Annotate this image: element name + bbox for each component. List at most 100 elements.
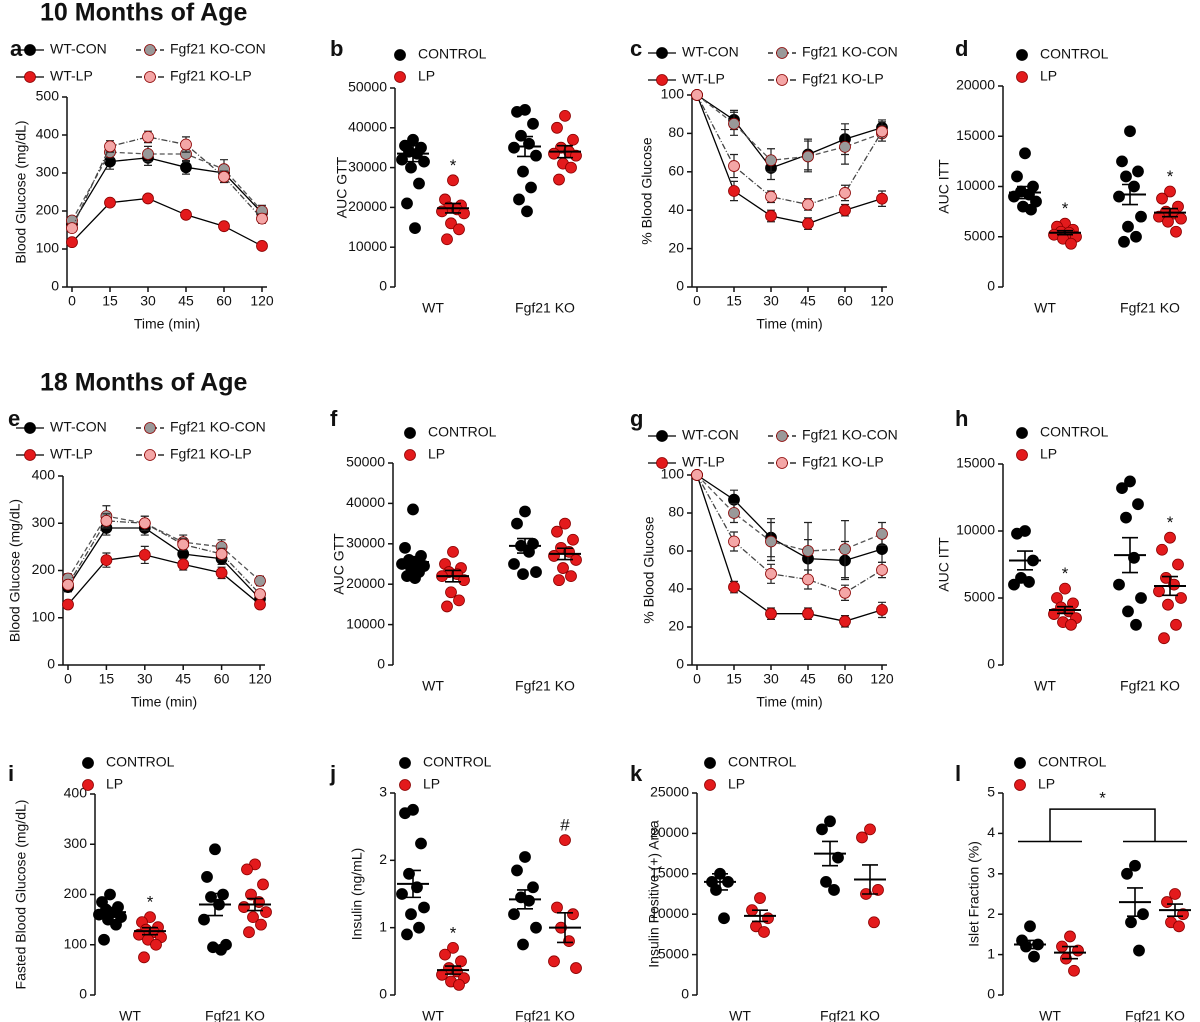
data-point bbox=[876, 528, 888, 540]
data-point bbox=[110, 918, 122, 931]
x-tick-label: Fgf21 KO bbox=[515, 1008, 575, 1022]
data-point bbox=[802, 573, 814, 586]
series-line bbox=[696, 94, 883, 161]
series-line bbox=[696, 94, 883, 225]
data-point bbox=[138, 951, 150, 964]
legend-label: WT-CON bbox=[50, 419, 107, 435]
x-tick-label: 30 bbox=[763, 293, 779, 309]
data-point bbox=[1122, 605, 1134, 618]
legend-label: LP bbox=[428, 446, 445, 462]
series-line bbox=[67, 520, 261, 595]
data-point bbox=[396, 153, 408, 166]
data-point bbox=[104, 196, 116, 209]
x-tick-label: 60 bbox=[837, 671, 853, 687]
data-point bbox=[508, 908, 520, 921]
data-point bbox=[563, 935, 575, 948]
data-point bbox=[1118, 235, 1130, 248]
data-point bbox=[1113, 578, 1125, 591]
significance-mark: * bbox=[147, 893, 154, 912]
legend-marker bbox=[24, 449, 36, 461]
series-line bbox=[67, 515, 261, 582]
data-point bbox=[551, 525, 563, 538]
sem-bar bbox=[1162, 575, 1178, 597]
legend-marker bbox=[1014, 779, 1026, 791]
data-point bbox=[765, 607, 777, 620]
series-line bbox=[696, 474, 883, 594]
significance-mark: * bbox=[1099, 789, 1106, 808]
legend-marker bbox=[24, 71, 36, 83]
legend-label: Fgf21 KO-CON bbox=[802, 427, 898, 443]
legend-marker bbox=[144, 449, 156, 461]
data-point bbox=[856, 831, 868, 844]
data-point bbox=[1132, 165, 1144, 178]
x-tick-label: 0 bbox=[64, 671, 72, 687]
data-point bbox=[728, 185, 740, 197]
data-point bbox=[1172, 558, 1184, 571]
data-point bbox=[1023, 576, 1035, 588]
x-tick-label: 60 bbox=[837, 293, 853, 309]
data-point bbox=[802, 607, 814, 620]
data-point bbox=[243, 926, 255, 939]
x-tick-label: 30 bbox=[137, 671, 153, 687]
data-point bbox=[1024, 920, 1036, 933]
data-point bbox=[257, 878, 269, 891]
significance-mark: * bbox=[450, 923, 457, 942]
x-tick-label: WT bbox=[1034, 300, 1056, 316]
data-point bbox=[215, 548, 228, 560]
legend-label: WT-LP bbox=[50, 68, 93, 84]
data-point bbox=[1135, 592, 1147, 604]
data-point bbox=[62, 598, 74, 611]
sem-bar bbox=[517, 537, 533, 554]
legend-marker bbox=[399, 779, 411, 791]
data-point bbox=[551, 901, 563, 914]
y-tick-label: 4 bbox=[987, 824, 995, 840]
data-point bbox=[1129, 859, 1141, 872]
x-tick-label: Fgf21 KO bbox=[820, 1008, 880, 1022]
sem-bar bbox=[102, 907, 118, 917]
data-point bbox=[407, 503, 419, 516]
y-axis-label: AUC ITT bbox=[936, 159, 952, 214]
y-tick-label: 40000 bbox=[348, 119, 387, 135]
legend-label: WT-CON bbox=[682, 44, 739, 60]
data-point bbox=[517, 938, 529, 951]
y-axis-label: Blood Glucose (mg/dL) bbox=[13, 120, 29, 263]
data-point bbox=[180, 208, 192, 221]
sem-bar bbox=[1122, 183, 1138, 206]
data-point bbox=[1028, 950, 1040, 963]
y-tick-label: 300 bbox=[36, 164, 60, 180]
data-point bbox=[567, 133, 579, 146]
data-point bbox=[728, 117, 740, 130]
y-tick-label: 15000 bbox=[956, 455, 995, 471]
series-line bbox=[696, 94, 883, 206]
significance-mark: * bbox=[1062, 199, 1069, 218]
significance-mark: * bbox=[1167, 167, 1174, 186]
legend-label: CONTROL bbox=[1038, 754, 1107, 770]
data-point bbox=[1124, 125, 1136, 138]
data-point bbox=[1120, 170, 1132, 183]
legend-marker bbox=[24, 422, 36, 434]
legend-label: LP bbox=[106, 776, 123, 792]
data-point bbox=[872, 884, 884, 896]
data-point bbox=[1170, 618, 1182, 631]
x-tick-label: 0 bbox=[693, 293, 701, 309]
legend-label: Fgf21 KO-LP bbox=[170, 68, 252, 84]
data-point bbox=[241, 863, 253, 876]
x-tick-label: Fgf21 KO bbox=[1120, 300, 1180, 316]
data-point bbox=[530, 566, 542, 578]
significance-mark: * bbox=[1167, 513, 1174, 532]
data-point bbox=[565, 161, 577, 174]
data-point bbox=[1137, 908, 1149, 921]
x-tick-label: 0 bbox=[68, 293, 76, 309]
data-point bbox=[876, 604, 888, 616]
data-point bbox=[100, 514, 113, 527]
data-point bbox=[138, 549, 151, 561]
data-point bbox=[570, 149, 582, 162]
data-point bbox=[399, 541, 411, 554]
x-tick-label: 60 bbox=[216, 293, 232, 309]
y-tick-label: 100 bbox=[661, 86, 685, 102]
legend-label: WT-LP bbox=[682, 71, 725, 87]
legend-marker bbox=[144, 71, 156, 83]
sem-bar bbox=[405, 555, 421, 569]
legend-label: LP bbox=[1040, 68, 1057, 84]
data-point bbox=[245, 888, 257, 901]
